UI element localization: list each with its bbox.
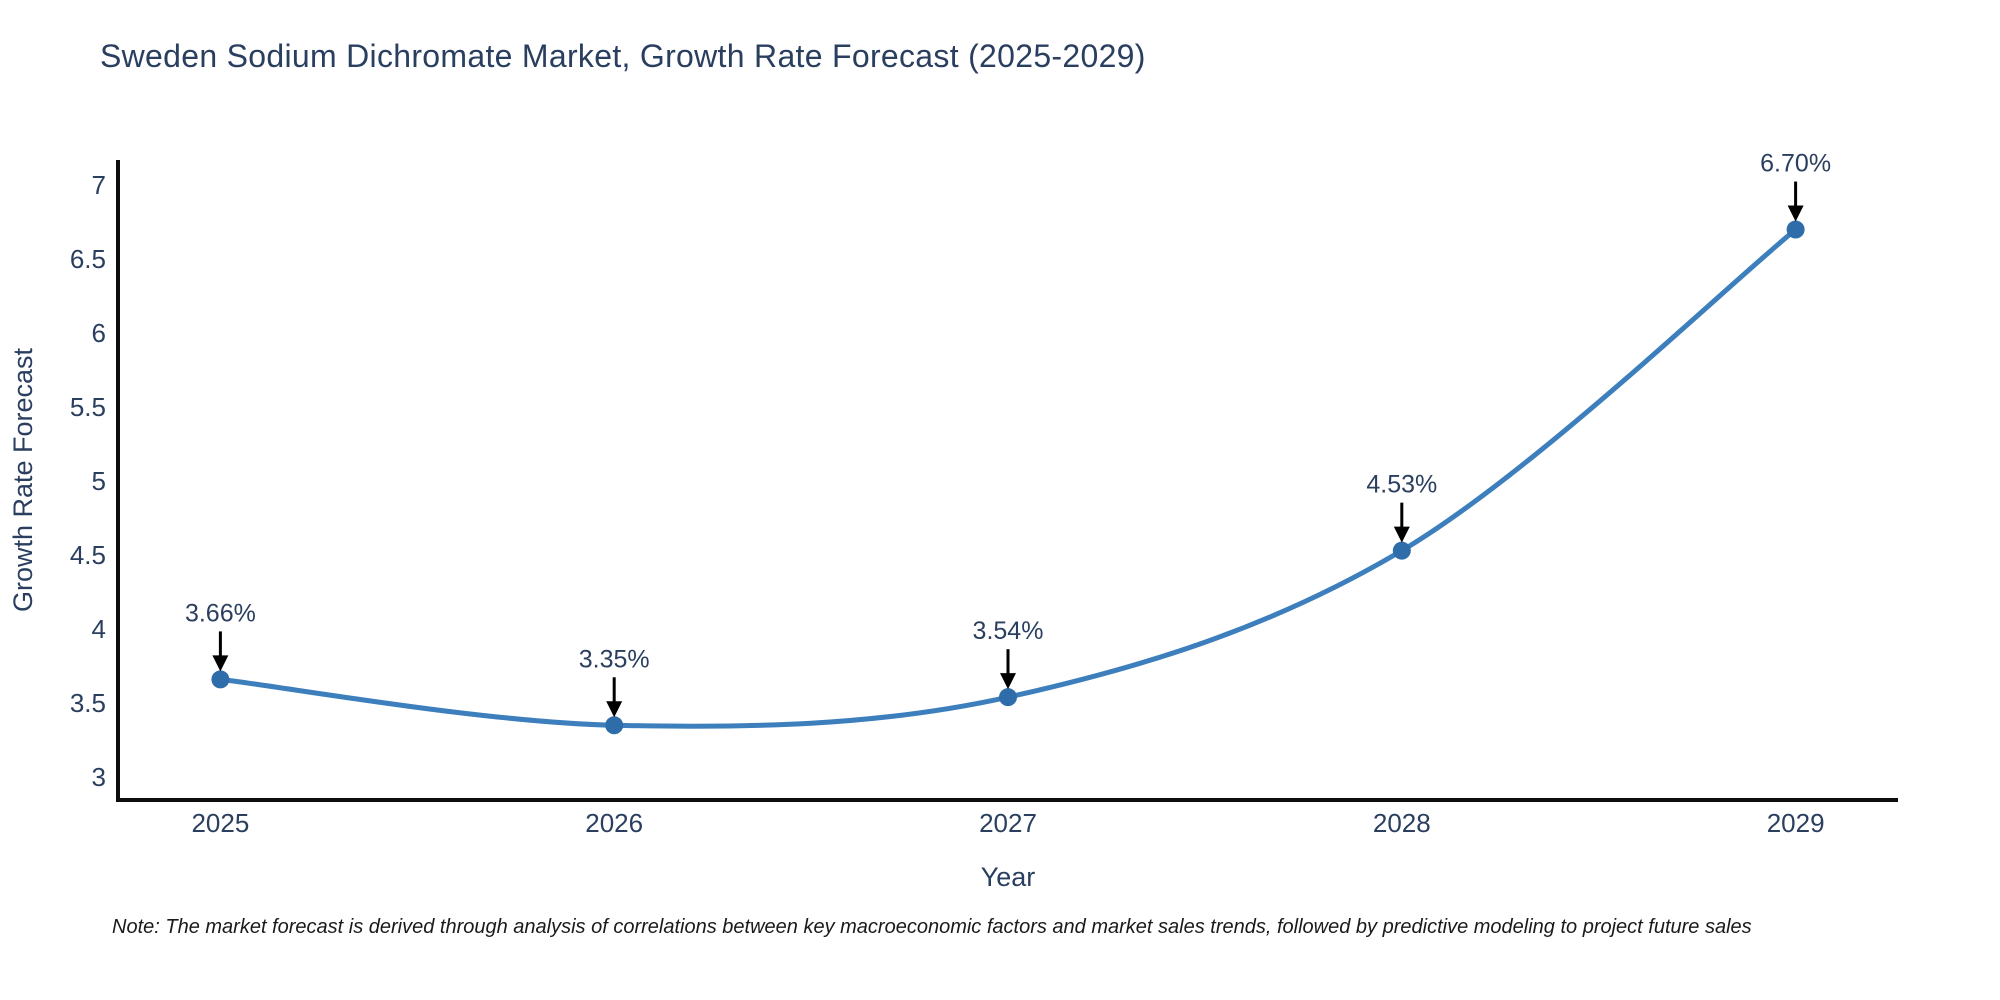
x-tick-label: 2029 [1767,808,1825,838]
point-value-label: 3.54% [973,617,1044,645]
chart-title: Sweden Sodium Dichromate Market, Growth … [100,38,1146,74]
x-tick-label: 2026 [585,808,643,838]
plot-area[interactable]: 3 3.5 4 4.5 5 5.5 6 6.5 7 2025 2026 2027 2028 2029 3.6… [70,150,1898,838]
x-tick-label: 2027 [979,808,1037,838]
x-axis-title: Year [981,862,1036,892]
annotation-arrow-head [606,701,623,718]
data-point[interactable] [999,688,1017,707]
data-point[interactable] [1392,541,1411,560]
y-tick-label: 4.5 [70,540,106,570]
point-value-label: 6.70% [1760,150,1831,178]
y-axis-title: Growth Rate Forecast [8,347,38,612]
point-value-label: 4.53% [1366,471,1437,499]
y-tick-label: 6 [92,318,106,348]
point-value-label: 3.66% [185,599,256,627]
y-tick-label: 5.5 [70,392,106,422]
data-point[interactable] [605,716,624,735]
y-tick-label: 4 [92,614,106,644]
annotation-arrow-head [1000,673,1016,690]
annotation-arrow-head [1393,526,1410,543]
methodology-note: Note: The market forecast is derived thr… [112,916,1752,938]
annotation-arrow-head [212,655,229,672]
y-tick-label: 6.5 [70,244,106,274]
data-point[interactable] [1786,220,1805,239]
y-tick-label: 3.5 [70,688,106,718]
x-tick-label: 2028 [1373,808,1431,838]
forecast-line [217,227,1799,729]
x-tick-label: 2025 [191,808,249,838]
y-tick-label: 3 [92,762,106,792]
y-tick-label: 7 [92,170,106,200]
point-value-label: 3.35% [579,645,650,673]
data-point[interactable] [211,670,230,689]
y-tick-label: 5 [92,466,106,496]
annotation-arrow-head [1787,205,1804,222]
